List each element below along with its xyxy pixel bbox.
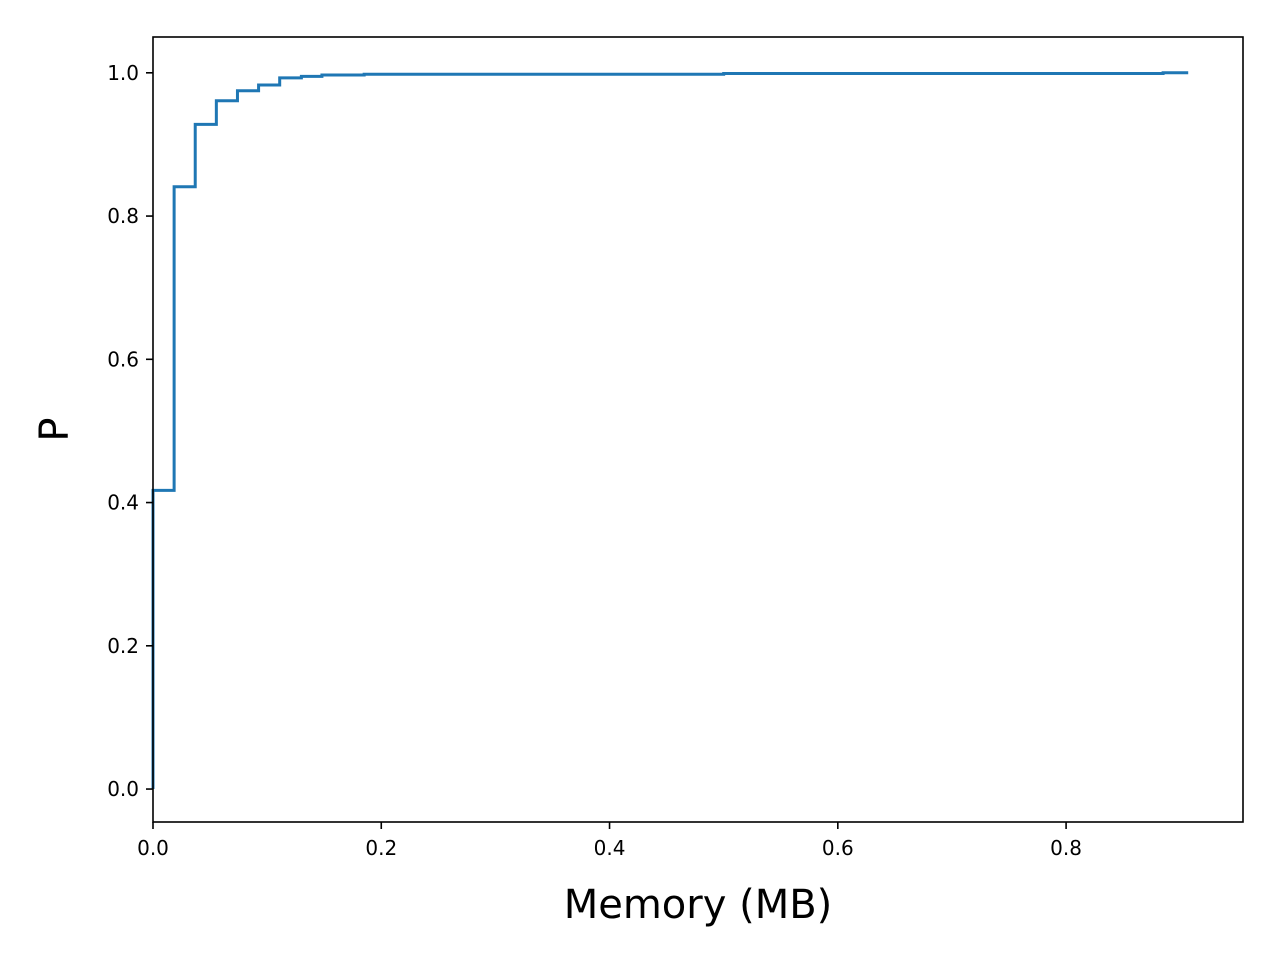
x-tick-label: 0.2 xyxy=(365,836,397,860)
y-tick-label: 1.0 xyxy=(107,61,139,85)
y-tick-label: 0.2 xyxy=(107,634,139,658)
x-axis-label: Memory (MB) xyxy=(564,882,833,928)
x-tick-label: 0.6 xyxy=(822,836,854,860)
x-tick-label: 0.8 xyxy=(1050,836,1082,860)
axes-frame xyxy=(152,36,1244,823)
y-tick-label: 0.6 xyxy=(107,347,139,371)
x-tick-label: 0.0 xyxy=(137,836,169,860)
y-tick-label: 0.4 xyxy=(107,491,139,515)
y-tick-label: 0.0 xyxy=(107,777,139,801)
y-axis-label: P xyxy=(32,417,78,441)
plot-area xyxy=(151,71,1189,790)
ecdf-step-line xyxy=(151,71,1189,790)
x-tick-label: 0.4 xyxy=(594,836,626,860)
y-axis-ticks: 0.0 0.2 0.4 0.6 0.8 1.0 xyxy=(107,61,153,801)
y-tick-label: 0.8 xyxy=(107,204,139,228)
x-axis-ticks: 0.0 0.2 0.4 0.6 0.8 xyxy=(137,822,1082,860)
